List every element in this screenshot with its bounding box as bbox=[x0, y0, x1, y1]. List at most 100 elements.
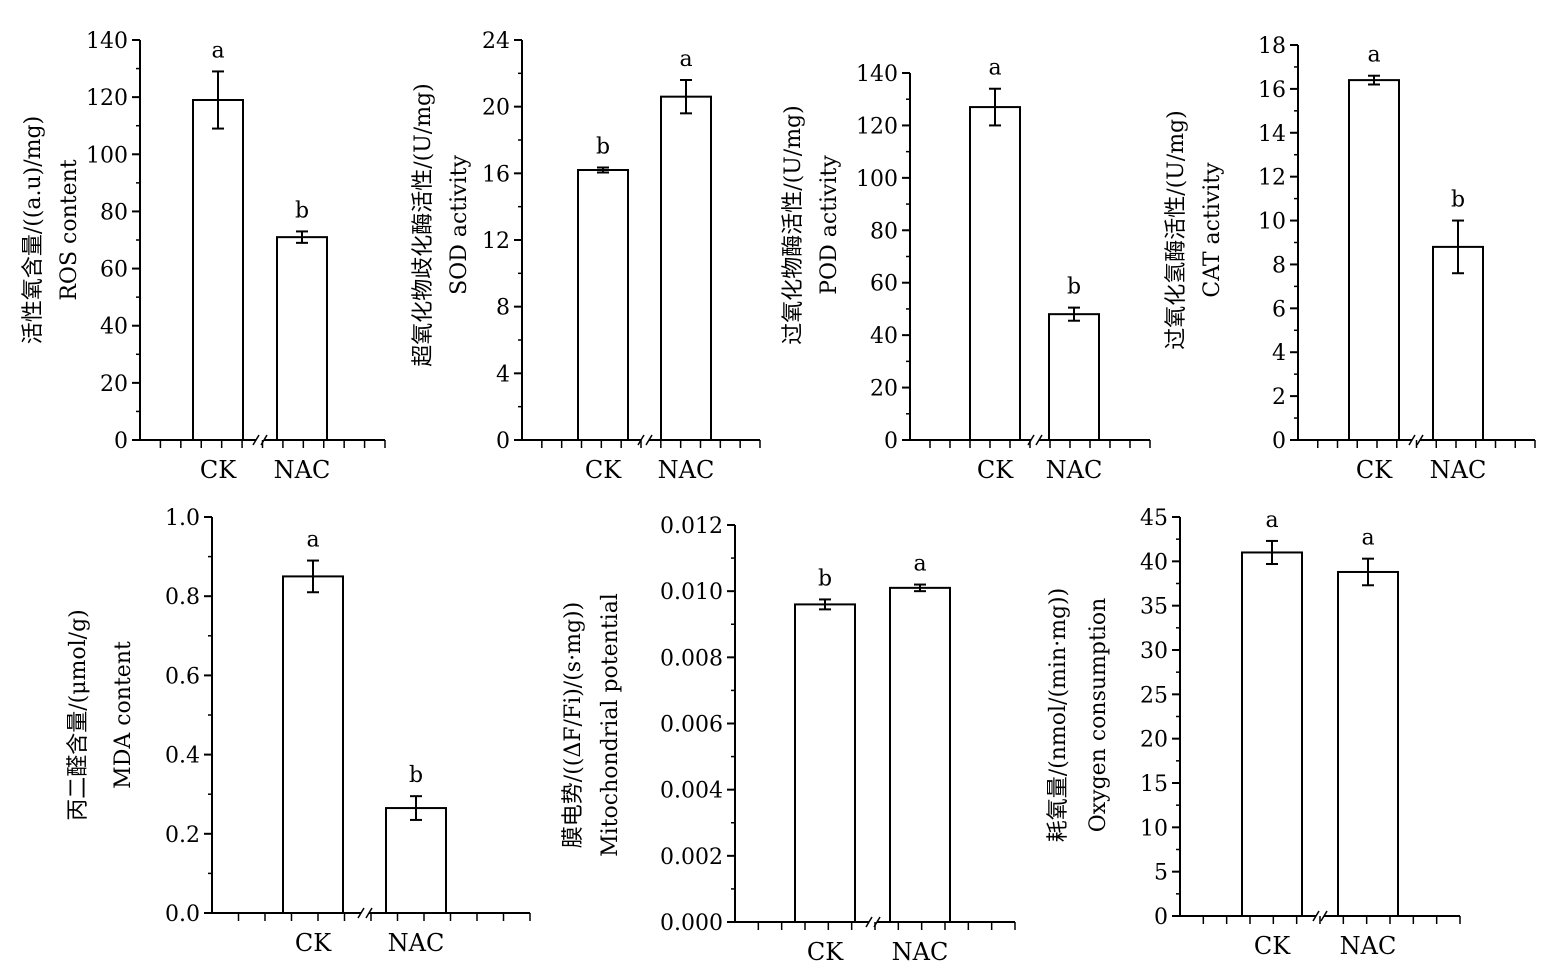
y-tick-label: 60 bbox=[100, 258, 128, 283]
y-tick-label: 0.0 bbox=[165, 902, 200, 927]
y-tick-label: 0.004 bbox=[660, 779, 723, 804]
y-axis-label-en: ROS content bbox=[57, 159, 82, 300]
y-tick-label: 16 bbox=[482, 162, 510, 187]
y-tick-label: 14 bbox=[1258, 122, 1286, 147]
bar-NAC bbox=[276, 236, 328, 441]
category-label: NAC bbox=[892, 938, 949, 966]
y-axis-label-cn: 超氧化物歧化酶活性/(U/mg) bbox=[411, 83, 436, 366]
axis-break-mark bbox=[1416, 434, 1424, 446]
y-tick-label: 100 bbox=[856, 167, 898, 192]
bar-CK bbox=[577, 169, 629, 441]
y-tick-label: 6 bbox=[1272, 297, 1286, 322]
significance-letter: a bbox=[679, 47, 692, 72]
bar-CK bbox=[1348, 79, 1400, 441]
category-label: CK bbox=[1356, 456, 1393, 484]
y-tick-label: 0.012 bbox=[660, 514, 723, 539]
y-tick-label: 0 bbox=[496, 429, 510, 454]
y-tick-label: 0 bbox=[1272, 429, 1286, 454]
y-tick-label: 8 bbox=[496, 296, 510, 321]
y-tick-label: 120 bbox=[86, 86, 128, 111]
axis-break-mark bbox=[252, 434, 260, 446]
y-tick-label: 140 bbox=[86, 29, 128, 54]
y-tick-label: 4 bbox=[1272, 341, 1286, 366]
significance-letter: a bbox=[1361, 526, 1374, 551]
chart-panel-3: 0 20 40 60 80 100 120 140 a CK b NAC 过氧化物酶活性/(U/mg) P… bbox=[781, 56, 1151, 484]
y-tick-label: 10 bbox=[1140, 816, 1168, 841]
axis-break-mark bbox=[1408, 434, 1416, 446]
y-tick-label: 0 bbox=[884, 429, 898, 454]
y-tick-label: 0.000 bbox=[660, 911, 723, 936]
axis-break-mark bbox=[1312, 910, 1320, 922]
y-tick-label: 2 bbox=[1272, 385, 1286, 410]
chart-panel-6: 0.000 0.002 0.004 0.006 0.008 0.010 0.012 b CK a N… bbox=[561, 514, 1016, 966]
category-label: NAC bbox=[658, 456, 715, 484]
y-tick-label: 0.6 bbox=[165, 664, 200, 689]
y-tick-label: 40 bbox=[100, 315, 128, 340]
y-tick-label: 0.008 bbox=[660, 646, 723, 671]
y-tick-label: 0.006 bbox=[660, 713, 723, 738]
significance-letter: b bbox=[1067, 275, 1081, 300]
bar-NAC bbox=[1337, 570, 1399, 917]
category-label: CK bbox=[200, 456, 237, 484]
chart-panel-5: 0.0 0.2 0.4 0.6 0.8 1.0 a CK b NAC 丙二醛含量/(μmol/g) M… bbox=[66, 506, 531, 957]
bar-CK bbox=[282, 575, 344, 915]
category-label: NAC bbox=[1046, 456, 1103, 484]
y-axis-label-cn: 耗氧量/(nmol/(min·mg)) bbox=[1046, 588, 1071, 842]
y-tick-label: 25 bbox=[1140, 683, 1168, 708]
y-tick-label: 40 bbox=[870, 324, 898, 349]
bar-NAC bbox=[1432, 245, 1484, 441]
bar-NAC bbox=[889, 586, 951, 923]
category-label: CK bbox=[1254, 932, 1291, 960]
y-axis-label-en: MDA content bbox=[111, 641, 136, 789]
y-tick-label: 18 bbox=[1258, 34, 1286, 59]
y-tick-label: 0.4 bbox=[165, 744, 200, 769]
y-axis-label-en: Oxygen consumption bbox=[1086, 598, 1111, 833]
bar-CK bbox=[794, 603, 856, 924]
bar-NAC bbox=[385, 807, 447, 914]
category-label: CK bbox=[295, 929, 332, 957]
y-tick-label: 140 bbox=[856, 62, 898, 87]
axis-break-mark bbox=[357, 907, 365, 919]
significance-letter: a bbox=[1265, 508, 1278, 533]
y-tick-label: 0 bbox=[1154, 905, 1168, 930]
y-tick-label: 35 bbox=[1140, 595, 1168, 620]
significance-letter: b bbox=[1451, 188, 1465, 213]
chart-panel-1: 0 20 40 60 80 100 120 140 a CK b NAC 活性氧含量/((a.u)/mg… bbox=[21, 29, 386, 484]
bar-CK bbox=[969, 106, 1021, 441]
y-tick-label: 80 bbox=[870, 219, 898, 244]
y-axis-label-en: Mitochondrial potential bbox=[598, 593, 623, 857]
bar-NAC bbox=[1048, 313, 1100, 441]
y-tick-label: 30 bbox=[1140, 639, 1168, 664]
y-tick-label: 0.002 bbox=[660, 845, 723, 870]
y-tick-label: 40 bbox=[1140, 550, 1168, 575]
y-tick-label: 20 bbox=[870, 377, 898, 402]
chart-panel-7: 0 5 10 15 20 25 30 35 40 45 a CK a NAC 耗氧量/(nmol/(min·… bbox=[1046, 506, 1461, 960]
bar-NAC bbox=[660, 95, 712, 442]
significance-letter: b bbox=[596, 135, 610, 160]
y-tick-label: 24 bbox=[482, 29, 510, 54]
significance-letter: a bbox=[306, 528, 319, 553]
y-tick-label: 1.0 bbox=[165, 506, 200, 531]
y-tick-label: 20 bbox=[1140, 728, 1168, 753]
significance-letter: a bbox=[913, 552, 926, 577]
y-tick-label: 5 bbox=[1154, 861, 1168, 886]
axis-break-mark bbox=[865, 916, 873, 928]
significance-letter: a bbox=[211, 38, 224, 63]
significance-letter: a bbox=[1367, 43, 1380, 68]
y-tick-label: 8 bbox=[1272, 253, 1286, 278]
y-axis-label-cn: 膜电势/((ΔF/Fi)/(s·mg)) bbox=[561, 602, 586, 848]
significance-letter: a bbox=[988, 56, 1001, 81]
category-label: NAC bbox=[274, 456, 331, 484]
y-tick-label: 15 bbox=[1140, 772, 1168, 797]
significance-letter: b bbox=[295, 198, 309, 223]
y-tick-label: 12 bbox=[1258, 166, 1286, 191]
axis-break-mark bbox=[365, 907, 373, 919]
y-tick-label: 0 bbox=[114, 429, 128, 454]
y-tick-label: 45 bbox=[1140, 506, 1168, 531]
category-label: CK bbox=[977, 456, 1014, 484]
y-tick-label: 12 bbox=[482, 229, 510, 254]
y-axis-label-cn: 过氧化氢酶活性/(U/mg) bbox=[1164, 110, 1189, 349]
axis-break-mark bbox=[1027, 434, 1035, 446]
y-axis-label-cn: 过氧化物酶活性/(U/mg) bbox=[781, 105, 806, 344]
